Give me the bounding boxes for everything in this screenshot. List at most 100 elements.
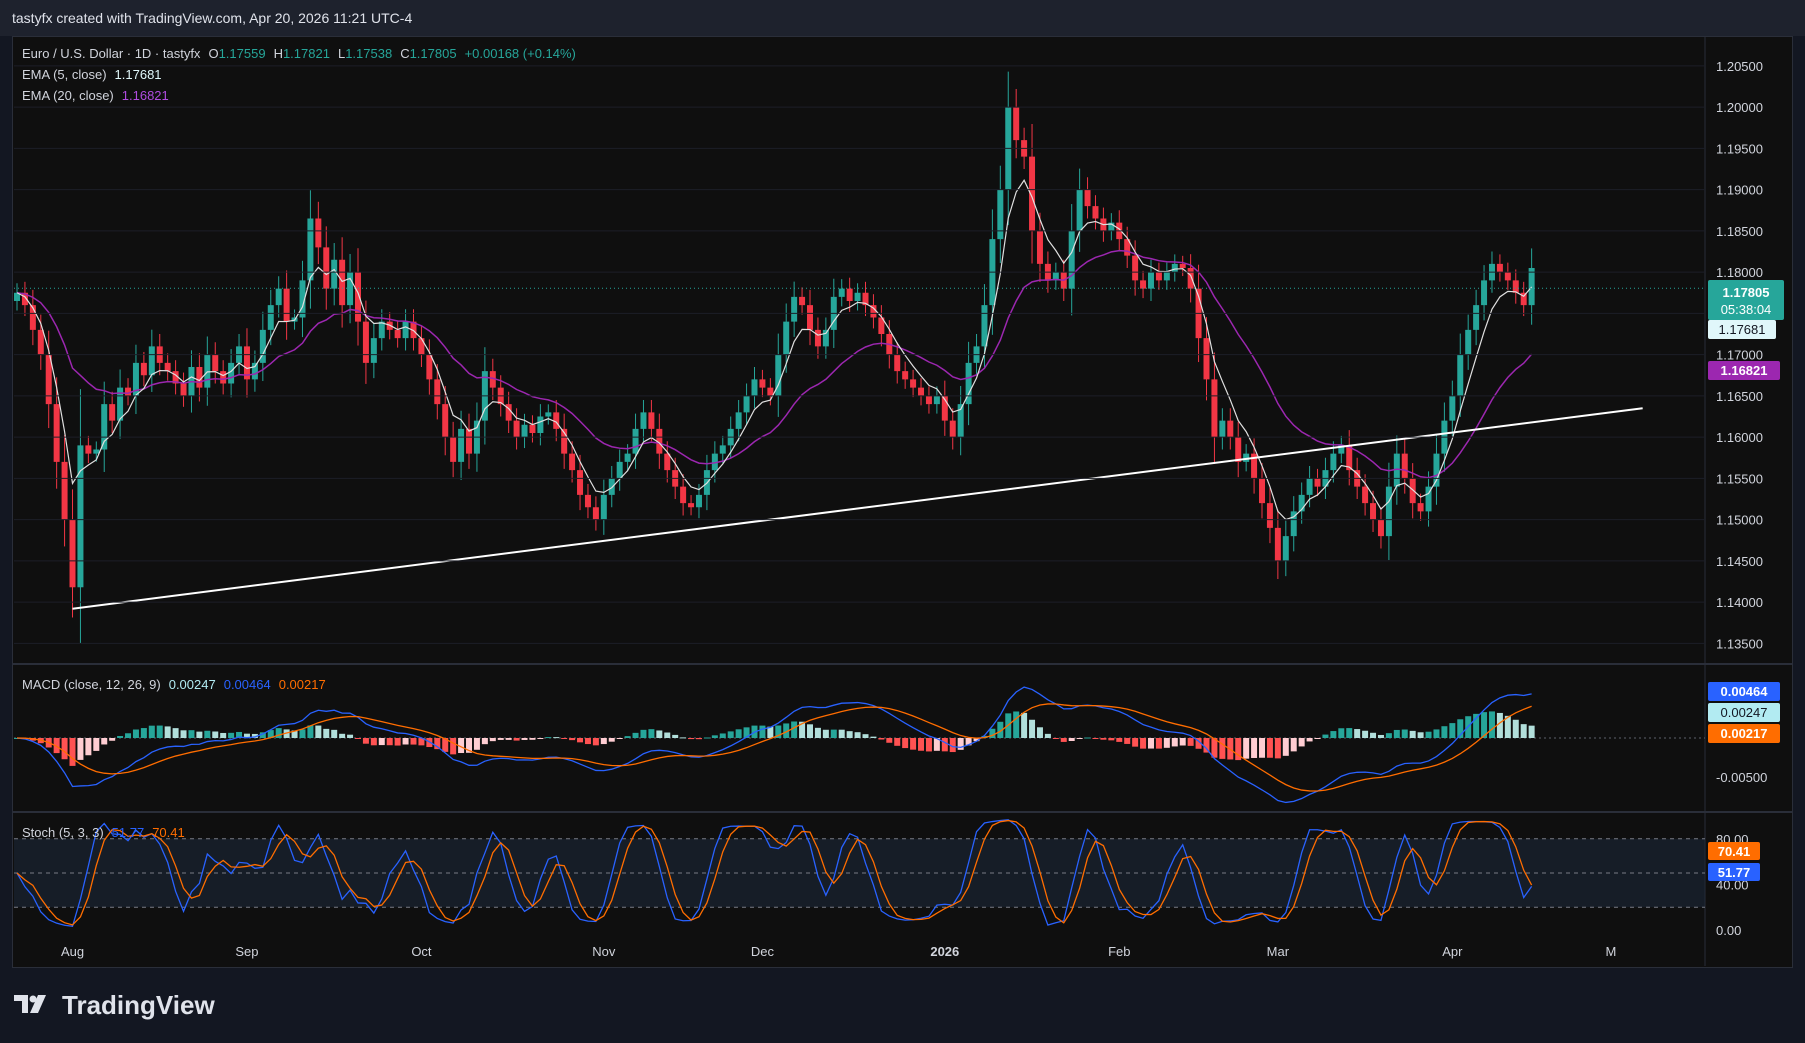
candle-body[interactable] [434, 379, 441, 405]
macd-signal-line[interactable] [16, 703, 1532, 792]
candle-body[interactable] [1219, 420, 1226, 438]
candle-body[interactable] [584, 494, 591, 508]
candle-body[interactable] [228, 362, 235, 384]
candle-body[interactable] [458, 428, 465, 462]
candle-body[interactable] [1266, 503, 1273, 528]
candle-body[interactable] [1029, 156, 1036, 231]
candle-body[interactable] [331, 259, 338, 289]
candle-body[interactable] [196, 367, 203, 388]
candle-body[interactable] [561, 428, 568, 454]
candle-body[interactable] [164, 362, 171, 372]
candle-body[interactable] [1124, 239, 1131, 256]
stoch-legend[interactable]: Stoch (5, 3, 3) 51.77 70.41 [22, 825, 185, 840]
candle-body[interactable] [1425, 486, 1432, 512]
candle-body[interactable] [339, 259, 346, 306]
candle-body[interactable] [513, 420, 520, 438]
candle-body[interactable] [719, 445, 726, 454]
candle-body[interactable] [1274, 527, 1281, 561]
candle-body[interactable] [1068, 230, 1075, 289]
candle-body[interactable] [243, 346, 250, 380]
candle-body[interactable] [1504, 272, 1511, 281]
candle-body[interactable] [759, 379, 766, 388]
candle-body[interactable] [1211, 379, 1218, 438]
candle-body[interactable] [21, 292, 28, 306]
candle-body[interactable] [172, 371, 179, 384]
candle-body[interactable] [426, 354, 433, 380]
tradingview-logo[interactable]: TradingView [14, 988, 215, 1022]
candle-body[interactable] [354, 272, 361, 322]
candle-body[interactable] [1171, 263, 1178, 273]
candle-body[interactable] [1108, 222, 1115, 231]
candle-body[interactable] [767, 387, 774, 396]
candle-body[interactable] [965, 362, 972, 405]
candle-body[interactable] [505, 404, 512, 421]
candle-body[interactable] [1140, 280, 1147, 289]
candle-body[interactable] [1449, 395, 1456, 421]
candle-body[interactable] [148, 346, 155, 376]
candle-body[interactable] [695, 494, 702, 508]
candle-body[interactable] [69, 519, 76, 588]
candle-body[interactable] [1132, 255, 1139, 281]
candle-body[interactable] [362, 321, 369, 363]
time-axis[interactable]: Aug Sep Oct Nov Dec 2026 Feb Mar Apr M [61, 944, 1616, 959]
candle-body[interactable] [1496, 263, 1503, 273]
candle-body[interactable] [1092, 206, 1099, 219]
price-axis[interactable]: 1.20500 1.20000 1.19500 1.19000 1.18500 1.180… [14, 59, 1763, 652]
candle-body[interactable] [1187, 268, 1194, 289]
candle-body[interactable] [1282, 536, 1289, 561]
candle-body[interactable] [569, 453, 576, 471]
macd-line[interactable] [16, 686, 1532, 804]
ema20-line[interactable] [16, 249, 1533, 479]
candle-body[interactable] [85, 445, 92, 454]
candle-body[interactable] [1512, 280, 1519, 293]
ema5-legend[interactable]: EMA (5, close) 1.17681 [22, 67, 162, 82]
candle-body[interactable] [45, 354, 52, 405]
macd-pane[interactable]: -0.00500 [14, 686, 1767, 804]
stoch-d-line[interactable] [16, 819, 1533, 926]
candle-body[interactable] [957, 404, 964, 438]
candle-body[interactable] [941, 395, 948, 421]
candle-body[interactable] [1235, 437, 1242, 462]
candle-body[interactable] [807, 305, 813, 330]
candle-body[interactable] [117, 387, 124, 421]
candle-body[interactable] [53, 404, 60, 462]
candle-body[interactable] [1076, 189, 1083, 231]
candle-body[interactable] [1465, 329, 1472, 355]
candle-body[interactable] [1306, 478, 1313, 495]
candle-body[interactable] [894, 354, 901, 372]
candle-body[interactable] [29, 305, 36, 330]
candle-body[interactable] [299, 280, 306, 318]
candle-body[interactable] [323, 247, 330, 289]
candle-body[interactable] [1377, 519, 1384, 537]
candle-body[interactable] [307, 218, 314, 281]
candle-body[interactable] [410, 321, 417, 339]
candle-body[interactable] [1013, 107, 1020, 141]
candle-body[interactable] [1385, 486, 1392, 537]
candle-body[interactable] [370, 338, 377, 363]
candle-body[interactable] [775, 354, 782, 396]
candle-body[interactable] [77, 445, 84, 588]
ema20-legend[interactable]: EMA (20, close) 1.16821 [22, 88, 169, 103]
candle-body[interactable] [1481, 280, 1488, 306]
candle-body[interactable] [275, 288, 282, 306]
candle-body[interactable] [93, 449, 100, 454]
candle-body[interactable] [664, 453, 671, 471]
candle-body[interactable] [418, 338, 425, 355]
candle-body[interactable] [1409, 478, 1416, 504]
candle-body[interactable] [1251, 453, 1258, 479]
candle-body[interactable] [315, 218, 322, 248]
candle-body[interactable] [799, 296, 806, 306]
candle-body[interactable] [1433, 453, 1440, 487]
candle-body[interactable] [862, 292, 869, 306]
candle-body[interactable] [132, 362, 139, 396]
candle-body[interactable] [125, 387, 132, 396]
candle-body[interactable] [1473, 305, 1480, 330]
candle-body[interactable] [656, 428, 663, 454]
stoch-k-line[interactable] [16, 819, 1533, 927]
ema5-line[interactable] [16, 179, 1533, 521]
candle-body[interactable] [489, 371, 496, 388]
candle-body[interactable] [1346, 445, 1353, 471]
candle-body[interactable] [1227, 420, 1234, 438]
candle-body[interactable] [981, 305, 988, 347]
